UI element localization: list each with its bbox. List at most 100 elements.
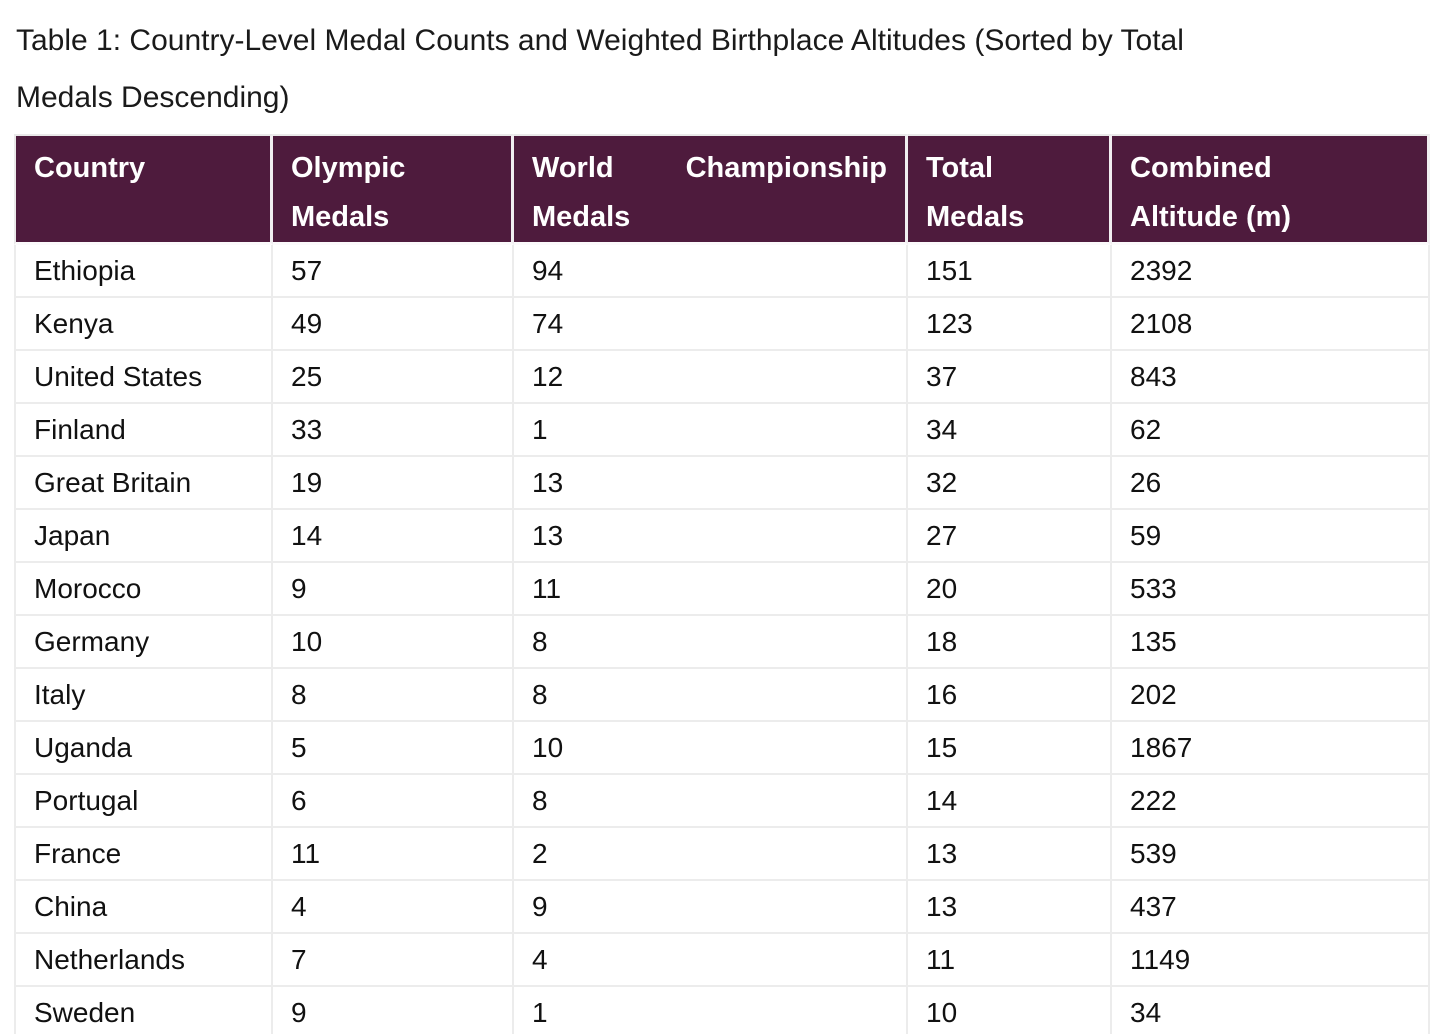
table-row: Netherlands 7 4 11 1149 — [14, 934, 1430, 987]
cell-country: Japan — [14, 510, 273, 563]
cell-altitude: 202 — [1112, 669, 1430, 722]
table-body: Ethiopia 57 94 151 2392 Kenya 49 74 123 2108 Unite… — [14, 245, 1430, 1034]
cell-country: United States — [14, 351, 273, 404]
col-header-world-line2: Medals — [532, 201, 631, 233]
table-row: Morocco 9 11 20 533 — [14, 563, 1430, 616]
cell-total: 13 — [908, 828, 1112, 881]
cell-altitude: 59 — [1112, 510, 1430, 563]
table-row: Finland 33 1 34 62 — [14, 404, 1430, 457]
col-header-olympic-medals: Olympic Medals — [273, 134, 514, 245]
cell-world: 94 — [514, 245, 908, 298]
table-row: Sweden 9 1 10 34 — [14, 987, 1430, 1034]
table-row: Ethiopia 57 94 151 2392 — [14, 245, 1430, 298]
table-caption-line2: Medals Descending) — [16, 81, 290, 114]
col-header-world-line1: World Championship — [532, 152, 887, 184]
table-row: Great Britain 19 13 32 26 — [14, 457, 1430, 510]
col-header-world-championship-medals: World Championship Medals — [514, 134, 908, 245]
cell-world: 10 — [514, 722, 908, 775]
cell-total: 15 — [908, 722, 1112, 775]
cell-country: Italy — [14, 669, 273, 722]
cell-world: 1 — [514, 987, 908, 1034]
cell-country: China — [14, 881, 273, 934]
table-row: Italy 8 8 16 202 — [14, 669, 1430, 722]
cell-altitude: 2392 — [1112, 245, 1430, 298]
table-row: United States 25 12 37 843 — [14, 351, 1430, 404]
cell-country: Sweden — [14, 987, 273, 1034]
cell-olympic: 4 — [273, 881, 514, 934]
cell-total: 32 — [908, 457, 1112, 510]
cell-altitude: 26 — [1112, 457, 1430, 510]
cell-olympic: 19 — [273, 457, 514, 510]
cell-altitude: 34 — [1112, 987, 1430, 1034]
cell-country: Uganda — [14, 722, 273, 775]
cell-altitude: 62 — [1112, 404, 1430, 457]
cell-world: 9 — [514, 881, 908, 934]
cell-world: 13 — [514, 510, 908, 563]
cell-total: 10 — [908, 987, 1112, 1034]
cell-world: 2 — [514, 828, 908, 881]
table-row: Japan 14 13 27 59 — [14, 510, 1430, 563]
cell-altitude: 1149 — [1112, 934, 1430, 987]
cell-country: Ethiopia — [14, 245, 273, 298]
cell-olympic: 9 — [273, 563, 514, 616]
cell-olympic: 49 — [273, 298, 514, 351]
cell-total: 37 — [908, 351, 1112, 404]
cell-altitude: 843 — [1112, 351, 1430, 404]
col-header-total-line1: Total — [926, 152, 994, 184]
table-row: Uganda 5 10 15 1867 — [14, 722, 1430, 775]
cell-altitude: 437 — [1112, 881, 1430, 934]
cell-country: Germany — [14, 616, 273, 669]
cell-country: France — [14, 828, 273, 881]
cell-total: 18 — [908, 616, 1112, 669]
cell-olympic: 5 — [273, 722, 514, 775]
cell-total: 16 — [908, 669, 1112, 722]
col-header-country-line1: Country — [34, 152, 146, 184]
col-header-altitude-line1: Combined — [1130, 152, 1272, 184]
cell-olympic: 25 — [273, 351, 514, 404]
cell-world: 4 — [514, 934, 908, 987]
table-caption: Table 1: Country-Level Medal Counts and … — [16, 12, 1430, 126]
cell-altitude: 2108 — [1112, 298, 1430, 351]
cell-total: 123 — [908, 298, 1112, 351]
cell-olympic: 8 — [273, 669, 514, 722]
header-row: Country Olympic Medals World Championshi… — [14, 134, 1430, 245]
table-caption-line1: Table 1: Country-Level Medal Counts and … — [16, 24, 1184, 57]
cell-world: 11 — [514, 563, 908, 616]
col-header-olympic-line1: Olympic — [291, 152, 406, 184]
cell-olympic: 9 — [273, 987, 514, 1034]
cell-total: 11 — [908, 934, 1112, 987]
cell-world: 74 — [514, 298, 908, 351]
cell-olympic: 33 — [273, 404, 514, 457]
col-header-total-line2: Medals — [926, 201, 1025, 233]
cell-olympic: 7 — [273, 934, 514, 987]
cell-total: 34 — [908, 404, 1112, 457]
cell-country: Finland — [14, 404, 273, 457]
cell-country: Portugal — [14, 775, 273, 828]
cell-altitude: 533 — [1112, 563, 1430, 616]
table-row: Portugal 6 8 14 222 — [14, 775, 1430, 828]
col-header-total-medals: Total Medals — [908, 134, 1112, 245]
cell-country: Netherlands — [14, 934, 273, 987]
cell-olympic: 57 — [273, 245, 514, 298]
cell-world: 8 — [514, 775, 908, 828]
cell-world: 1 — [514, 404, 908, 457]
cell-country: Morocco — [14, 563, 273, 616]
cell-altitude: 222 — [1112, 775, 1430, 828]
cell-olympic: 11 — [273, 828, 514, 881]
table-row: Kenya 49 74 123 2108 — [14, 298, 1430, 351]
col-header-olympic-line2: Medals — [291, 201, 390, 233]
cell-total: 20 — [908, 563, 1112, 616]
cell-total: 151 — [908, 245, 1112, 298]
col-header-altitude-line2: Altitude (m) — [1130, 201, 1292, 233]
col-header-combined-altitude: Combined Altitude (m) — [1112, 134, 1430, 245]
cell-world: 13 — [514, 457, 908, 510]
table-row: Germany 10 8 18 135 — [14, 616, 1430, 669]
cell-country: Great Britain — [14, 457, 273, 510]
cell-total: 27 — [908, 510, 1112, 563]
cell-olympic: 14 — [273, 510, 514, 563]
cell-olympic: 6 — [273, 775, 514, 828]
table-row: China 4 9 13 437 — [14, 881, 1430, 934]
cell-world: 8 — [514, 616, 908, 669]
cell-world: 8 — [514, 669, 908, 722]
